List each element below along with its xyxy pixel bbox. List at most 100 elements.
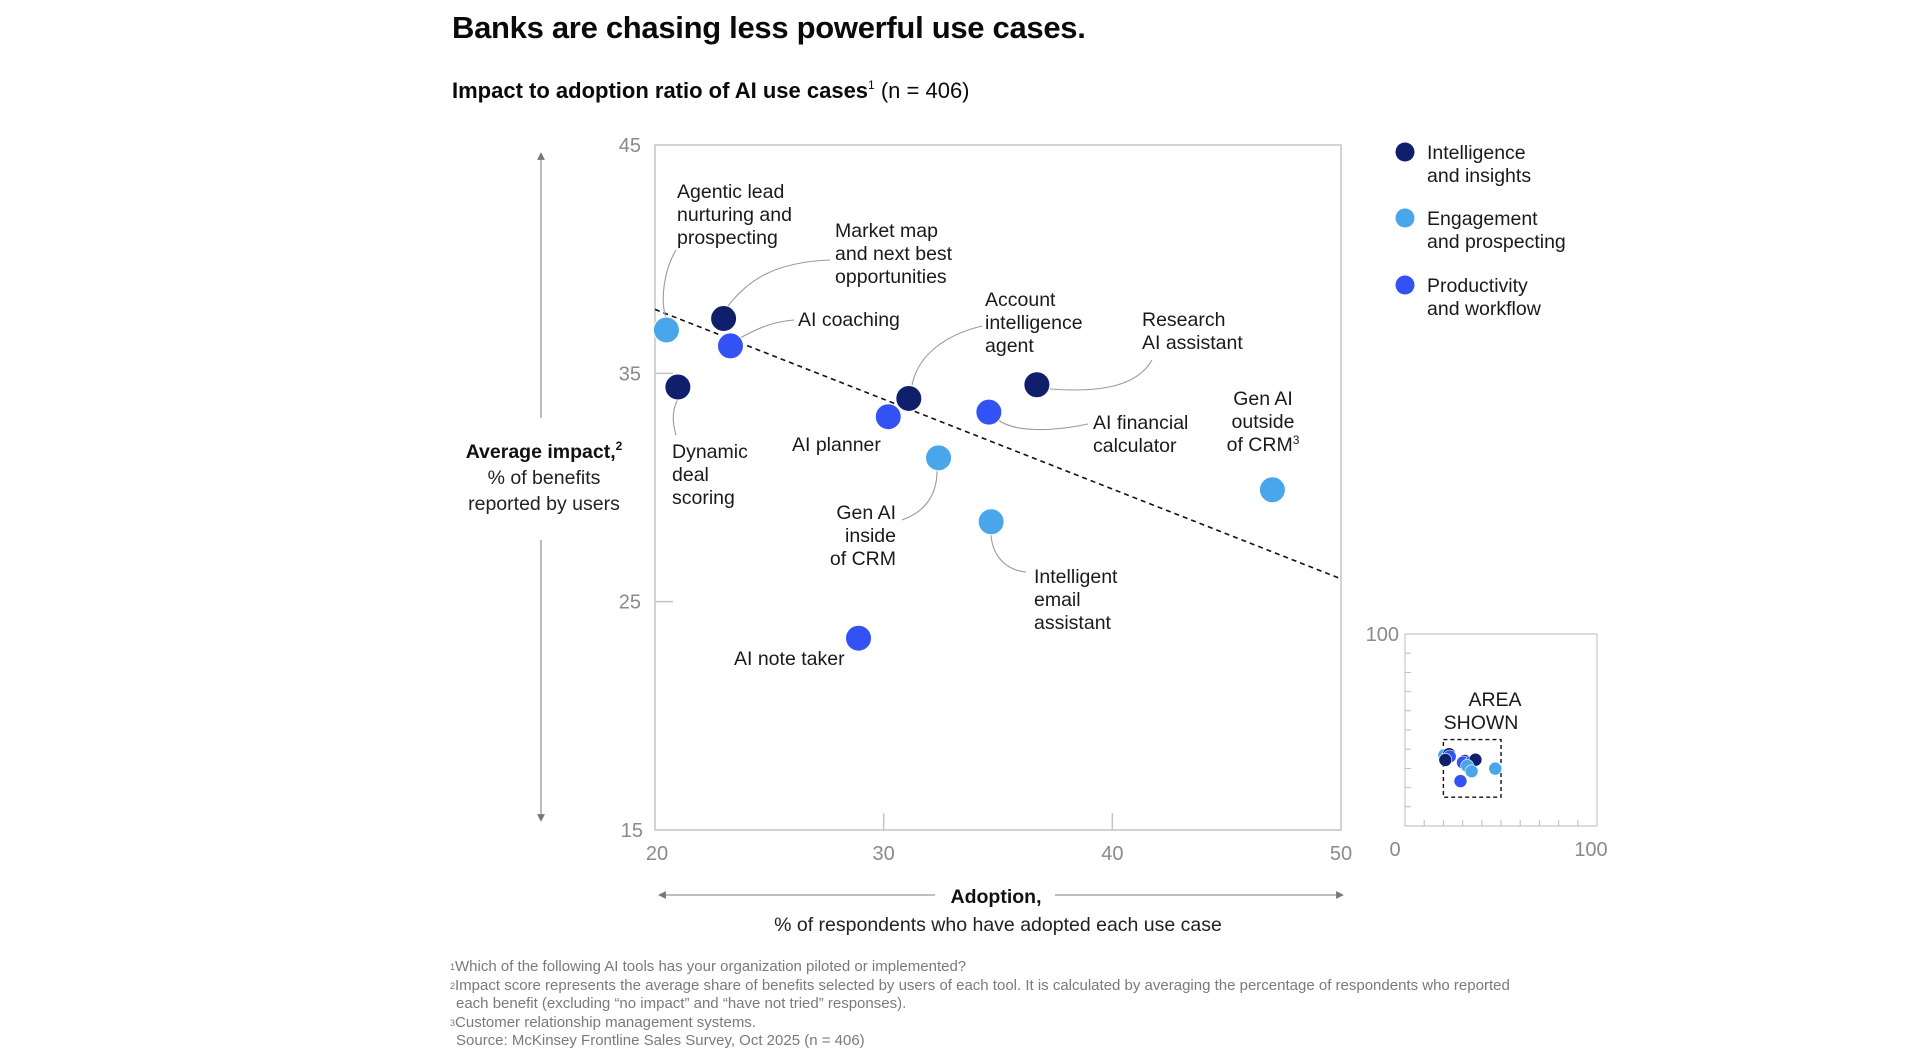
leader-line	[739, 319, 795, 339]
point-label-line: AI financial	[1093, 412, 1188, 434]
y-axis-subtitle-1: % of benefits	[488, 467, 601, 489]
footnotes: 1Which of the following AI tools has you…	[450, 958, 1510, 1051]
data-point-productivity[interactable]	[845, 624, 873, 652]
inset-point-engagement	[1488, 761, 1503, 776]
data-point-productivity[interactable]	[716, 332, 744, 360]
data-point-engagement[interactable]	[925, 444, 953, 472]
footnote-3: 3Customer relationship management system…	[450, 1014, 1510, 1033]
x-axis-subtitle: % of respondents who have adopted each u…	[774, 914, 1222, 936]
legend-label: and workflow	[1427, 298, 1542, 320]
point-label-footnote-marker: 3	[1293, 433, 1300, 447]
footnote-1-text: Which of the following AI tools has your…	[455, 958, 967, 975]
leader-line	[672, 398, 679, 436]
footnote-2-cont: each benefit (excluding “no impact” and …	[450, 995, 1510, 1014]
point-label: AI note taker	[734, 648, 845, 670]
point-label-line: calculator	[1093, 435, 1177, 457]
y-axis-title: Average impact,2	[466, 439, 623, 463]
inset-area-label: AREA	[1468, 689, 1521, 711]
point-label-line: Dynamic	[672, 441, 748, 463]
point-label-line: opportunities	[835, 266, 947, 288]
plot-frame	[654, 144, 1342, 831]
leader-line	[990, 533, 1027, 573]
point-label-line: Intelligent	[1034, 566, 1118, 588]
point-label-line: Market map	[835, 220, 938, 242]
point-label-line: AI note taker	[734, 648, 845, 670]
point-label: Gen AI outside of CRM3	[1227, 388, 1300, 456]
source-note: Source: McKinsey Frontline Sales Survey,…	[450, 1032, 1510, 1051]
point-label-line: Agentic lead	[677, 181, 784, 203]
point-label: Research AI assistant	[1142, 309, 1243, 354]
point-label: Agentic lead nurturing and prospecting	[677, 181, 792, 249]
point-label-line: deal	[672, 464, 709, 486]
data-point-intelligence[interactable]	[664, 373, 692, 401]
point-label-line: of CRM	[830, 548, 896, 570]
point-label: Market map and next best opportunities	[835, 220, 953, 288]
data-point-productivity[interactable]	[874, 403, 902, 431]
y-tick-label: 25	[619, 592, 641, 614]
trendline-group	[654, 308, 1342, 580]
point-label: AI coaching	[798, 309, 900, 331]
point-label-line: inside	[845, 525, 896, 547]
footnote-2-text: Impact score represents the average shar…	[455, 976, 1510, 994]
subtitle-main: Impact to adoption ratio of AI use cases	[452, 78, 869, 103]
inset-x-max-label: 100	[1574, 839, 1607, 861]
x-tick-label: 30	[873, 843, 895, 865]
inset-point-intelligence	[1438, 753, 1453, 767]
trendline	[654, 308, 1342, 580]
inset-x-min-label: 0	[1389, 839, 1400, 861]
chart-subtitle: Impact to adoption ratio of AI use cases…	[452, 78, 970, 104]
leader-line	[901, 470, 938, 521]
data-point-engagement[interactable]	[977, 508, 1005, 536]
point-label-line: of CRM	[1227, 434, 1293, 456]
leader-lines	[662, 249, 1153, 573]
inset-point-productivity	[1453, 774, 1468, 788]
leader-line	[662, 249, 677, 319]
data-point-intelligence[interactable]	[710, 305, 738, 333]
point-label: AI planner	[792, 434, 881, 456]
scatter-chart: Average impact,2 % of benefits reported …	[466, 135, 1608, 936]
legend-dot-intelligence	[1395, 142, 1415, 162]
data-point-intelligence[interactable]	[1023, 371, 1051, 399]
point-label-line: nurturing and	[677, 204, 792, 226]
footnote-1: 1Which of the following AI tools has you…	[450, 958, 1510, 977]
legend-label: Productivity	[1427, 275, 1528, 297]
data-points	[652, 305, 1286, 652]
source-text: Source: McKinsey Frontline Sales Survey,…	[456, 1032, 865, 1049]
legend-dot-productivity	[1395, 275, 1415, 295]
y-tick-label: 15	[621, 820, 643, 842]
point-label-line: intelligence	[985, 312, 1083, 334]
point-label-line: assistant	[1034, 612, 1112, 634]
inset-y-max-label: 100	[1366, 624, 1399, 646]
x-tick-label: 40	[1101, 843, 1123, 865]
point-label-line: AI planner	[792, 434, 881, 456]
footnote-2-marker: 2	[450, 980, 456, 991]
footnote-2: 2Impact score represents the average sha…	[450, 977, 1510, 996]
point-label-line: AI coaching	[798, 309, 900, 331]
point-label-line: prospecting	[677, 227, 778, 249]
point-label-line: Research	[1142, 309, 1225, 331]
data-point-intelligence[interactable]	[895, 384, 923, 412]
inset-point-engagement	[1464, 764, 1479, 779]
leader-line	[911, 325, 983, 386]
point-label-line: AI assistant	[1142, 332, 1243, 354]
data-point-engagement[interactable]	[1258, 476, 1286, 504]
point-label-line: and next best	[835, 243, 953, 265]
point-label-line: outside	[1232, 411, 1295, 433]
y-tick-label: 35	[619, 363, 641, 385]
leader-line	[1049, 359, 1153, 391]
point-label-line: Gen AI	[1233, 388, 1293, 410]
point-label-line: agent	[985, 335, 1034, 357]
point-label: Gen AI inside of CRM	[830, 502, 896, 570]
leader-line	[727, 259, 831, 307]
data-point-productivity[interactable]	[975, 398, 1003, 426]
footnote-3-marker: 3	[450, 1017, 456, 1028]
point-label: Account intelligence agent	[985, 289, 1083, 357]
point-labels: Agentic lead nurturing and prospecting Mark…	[672, 181, 1300, 670]
inset-frame	[1404, 633, 1598, 827]
point-label-line: email	[1034, 589, 1081, 611]
footnote-2-cont-text: each benefit (excluding “no impact” and …	[456, 995, 907, 1012]
data-point-engagement[interactable]	[652, 316, 680, 344]
x-tick-label: 20	[646, 843, 668, 865]
point-label-line: scoring	[672, 487, 735, 509]
x-axis-title: Adoption,	[951, 886, 1042, 908]
